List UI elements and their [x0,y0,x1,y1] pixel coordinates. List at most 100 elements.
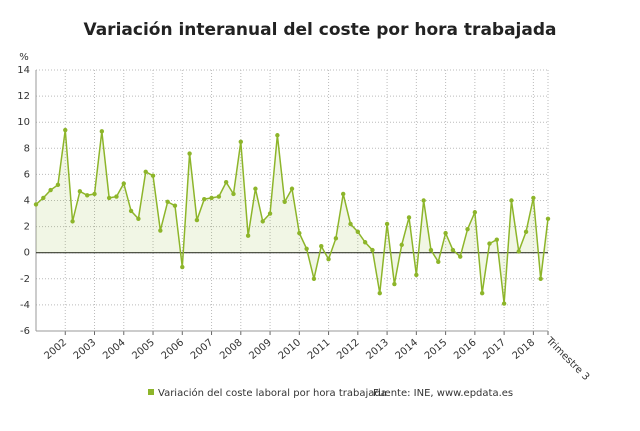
point [516,249,521,254]
x-tick-label: 2012 [335,337,362,362]
area [36,130,548,304]
point [55,182,61,188]
point [509,198,514,203]
point [487,241,492,246]
point [114,194,119,199]
x-tick-label: 2005 [130,337,157,362]
point [209,195,214,201]
point [92,191,97,197]
point [172,203,178,208]
point [187,151,192,156]
chart-title: Variación interanual del coste por hora … [83,20,556,40]
point [326,257,331,262]
x-tick-label: 2018 [511,337,538,362]
point [450,247,456,253]
point [106,195,112,201]
point [289,186,295,191]
point [458,254,463,259]
point [479,290,485,296]
y-tick-label: -2 [20,274,30,285]
point [297,230,302,236]
legend-swatch [148,389,154,395]
y-tick-label: 14 [17,65,30,76]
point [275,133,280,138]
point [70,219,75,224]
x-tick-label: 2010 [277,337,304,362]
point [245,233,251,238]
x-tick-label: 2006 [160,337,187,362]
point [348,221,353,227]
point [531,195,536,201]
point [143,169,148,174]
point [399,242,404,248]
point [333,236,339,241]
point [77,189,83,194]
x-tick-label: 2014 [394,337,421,362]
y-tick-label: 2 [24,222,30,233]
point [392,281,397,287]
point [150,173,156,178]
y-tick-label: 0 [24,248,30,259]
point [216,194,222,199]
point [48,187,53,193]
x-tick-label: 2003 [72,337,99,362]
x-tick-label: 2015 [423,337,450,362]
x-tick-label: 2009 [247,337,274,362]
point [472,210,478,215]
point [121,181,126,186]
point [370,247,375,253]
point [260,219,265,224]
x-tick-label: 2007 [189,337,216,362]
source: Fuente: INE, www.epdata.es [373,388,513,399]
point [41,195,46,201]
point [421,198,426,203]
point [282,199,287,205]
y-tick-label: 12 [17,91,30,102]
point [319,243,324,249]
x-tick-label: Trimestre 3 [543,335,591,383]
point [494,237,499,242]
y-tick-label: 6 [24,169,30,180]
point [231,191,236,197]
point [311,276,317,281]
point [406,215,412,220]
point [63,127,68,133]
point [99,129,105,134]
point [85,193,90,198]
point [384,221,390,227]
point [267,211,273,216]
y-axis-label: % [19,52,29,63]
point [341,191,346,197]
point [523,229,529,235]
y-tick-label: 8 [24,143,30,154]
point [165,199,170,205]
point [33,202,39,207]
point [545,216,551,221]
point [223,180,229,185]
x-tick-label: 2011 [306,337,333,362]
point [253,186,258,191]
x-tick-label: 2008 [218,337,245,362]
legend-label: Variación del coste laboral por hora tra… [158,387,387,399]
point [362,240,368,245]
y-tick-label: 10 [17,117,30,128]
point [194,217,200,223]
point [136,216,141,221]
point [238,139,243,144]
x-tick-label: 2004 [101,337,128,362]
point [180,264,185,270]
point [436,259,441,265]
y-tick-label: -4 [20,300,30,311]
point [202,196,207,202]
point [158,228,163,233]
point [465,227,470,232]
x-tick-label: 2002 [43,337,70,362]
point [355,229,361,235]
point [304,246,309,251]
point [501,301,507,306]
y-tick-label: 4 [24,196,30,207]
point [428,247,434,253]
point [377,290,382,296]
x-tick-label: 2017 [481,337,508,362]
